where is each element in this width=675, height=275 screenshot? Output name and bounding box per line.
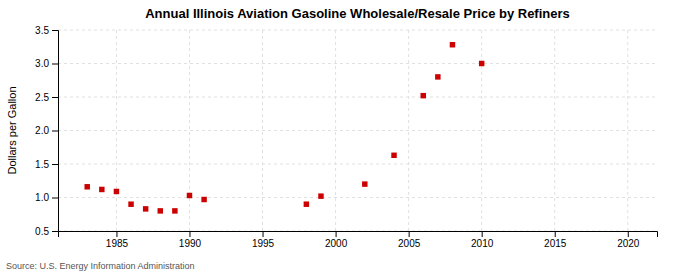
grid-line-x <box>554 30 555 231</box>
x-tick-mark <box>189 231 190 237</box>
grid-line-y <box>58 63 657 64</box>
point <box>450 42 455 47</box>
grid-line-y <box>58 97 657 98</box>
x-tick-label: 1990 <box>179 238 202 249</box>
grid-line-x <box>189 30 190 231</box>
point <box>421 93 426 98</box>
point <box>158 208 163 213</box>
point <box>201 197 206 202</box>
x-tick: 1995 <box>252 231 275 249</box>
y-tick-label: 1.0 <box>35 192 49 203</box>
point <box>128 201 133 206</box>
x-tick-mark <box>555 231 556 237</box>
grid-line-x <box>116 30 117 231</box>
x-tick-label: 2020 <box>617 238 640 249</box>
grid-line-y <box>58 197 657 198</box>
y-tick-label: 3.5 <box>35 25 49 36</box>
point <box>391 153 396 158</box>
points <box>84 42 484 214</box>
x-tick-mark <box>263 231 264 237</box>
x-tick-label: 2015 <box>544 238 567 249</box>
x-tick: 2015 <box>544 231 567 249</box>
point <box>114 189 119 194</box>
y-tick-label: 2.5 <box>35 92 49 103</box>
y-tick-mark <box>52 64 58 65</box>
point <box>143 206 148 211</box>
y-tick: 3.5 <box>35 25 58 36</box>
x-tick-label: 2010 <box>471 238 494 249</box>
point <box>304 201 309 206</box>
point <box>172 208 177 213</box>
chart: 1985 1990 1995 2000 2005 2010 2015 2020 0.5 1.0 1.… <box>0 0 675 275</box>
y-tick-mark <box>52 231 58 232</box>
point <box>435 74 440 79</box>
y-tick-label: 2.0 <box>35 125 49 136</box>
grid <box>58 30 657 231</box>
point <box>187 193 192 198</box>
y-tick-mark <box>52 30 58 31</box>
point <box>84 184 89 189</box>
point <box>99 187 104 192</box>
y-tick: 3.0 <box>35 58 58 69</box>
x-tick: 2010 <box>471 231 494 249</box>
annotation: Source: U.S. Energy Information Administ… <box>6 261 195 271</box>
x-tick-mark <box>336 231 337 237</box>
y-axis-line <box>52 31 59 232</box>
point <box>479 61 484 66</box>
grid-line-y <box>58 164 657 165</box>
x-tick: 2005 <box>398 231 421 249</box>
grid-line-x <box>481 30 482 231</box>
point <box>362 181 367 186</box>
x-tick: 2000 <box>325 231 348 249</box>
plot-area: 1985 1990 1995 2000 2005 2010 2015 2020 0.5 1.0 1.… <box>35 25 657 249</box>
y-tick: 0.5 <box>35 226 58 237</box>
grid-line-y <box>58 130 657 131</box>
y-tick-label: 3.0 <box>35 58 49 69</box>
y-tick-label: 0.5 <box>35 226 49 237</box>
y-tick: 2.5 <box>35 92 58 103</box>
point <box>318 193 323 198</box>
x-tick-label: 2000 <box>325 238 348 249</box>
x-axis: 1985 1990 1995 2000 2005 2010 2015 2020 <box>59 231 658 249</box>
y-tick: 1.0 <box>35 192 58 203</box>
x-tick: 2020 <box>617 231 640 249</box>
y-tick: 2.0 <box>35 125 58 136</box>
x-tick-label: 2005 <box>398 238 421 249</box>
y-tick-mark <box>52 97 58 98</box>
y-tick-mark <box>52 198 58 199</box>
x-tick: 1985 <box>106 231 129 249</box>
x-tick-label: 1995 <box>252 238 275 249</box>
x-tick-label: 1985 <box>106 238 129 249</box>
x-tick-mark <box>482 231 483 237</box>
y-tick-label: 1.5 <box>35 159 49 170</box>
y-axis-label: Dollars per Gallon <box>6 86 18 174</box>
x-axis-line <box>59 232 658 238</box>
y-axis: 0.5 1.0 1.5 2.0 2.5 3.0 3.5 <box>35 25 58 237</box>
y-tick-mark <box>52 164 58 165</box>
x-tick-mark <box>116 231 117 237</box>
title: Annual Illinois Aviation Gasoline Wholes… <box>145 6 570 21</box>
y-tick-mark <box>52 131 58 132</box>
y-tick: 1.5 <box>35 159 58 170</box>
x-tick: 1990 <box>179 231 202 249</box>
x-tick-mark <box>628 231 629 237</box>
grid-line-y <box>58 30 657 31</box>
x-tick-mark <box>409 231 410 237</box>
